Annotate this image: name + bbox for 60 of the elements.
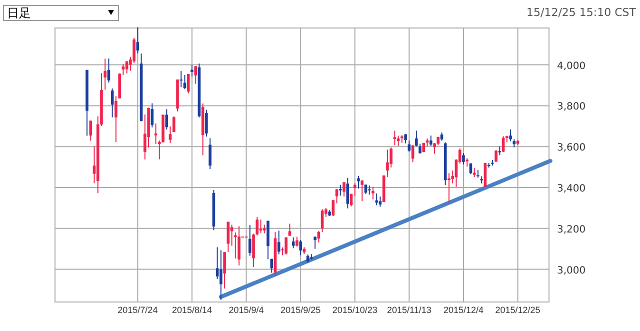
dropdown: 日足: [3, 5, 119, 21]
candlestick: [125, 60, 128, 74]
candlestick: [430, 135, 432, 146]
candlestick: [299, 240, 302, 256]
candlestick: [320, 208, 324, 233]
candlestick: [346, 177, 350, 209]
candlestick: [342, 182, 346, 197]
candlestick: [364, 184, 368, 195]
candlestick: [136, 26, 140, 54]
x-tick-label: 2015/8/14: [172, 305, 212, 315]
candlestick: [89, 120, 92, 142]
candlestick: [378, 196, 382, 208]
candlestick: [360, 180, 364, 202]
y-tick-label: 3,000: [557, 265, 586, 276]
y-tick-label: 3,400: [557, 183, 586, 194]
candlestick: [332, 200, 335, 216]
candlestick: [404, 133, 407, 144]
candlestick: [223, 252, 226, 290]
candlestick: [284, 236, 288, 256]
text: 15/12/25 15:10 CST: [526, 6, 636, 19]
x-tick-label: 2015/9/4: [228, 305, 264, 315]
candlestick: [154, 122, 158, 144]
candlestick: [194, 66, 197, 84]
candlestick: [220, 250, 222, 300]
y-tick-label: 3,600: [557, 142, 586, 154]
candlestick: [107, 58, 110, 84]
candlestick: [208, 138, 212, 170]
candlestick: [386, 149, 389, 178]
candlestick: [238, 226, 240, 266]
candlestick: [292, 236, 295, 249]
candlestick: [375, 192, 378, 206]
candlestick: [368, 184, 371, 196]
y-tick-label: 4,000: [557, 60, 586, 72]
candlestick: [357, 175, 360, 190]
candlestick: [314, 236, 316, 250]
x-tick-label: 2015/10/23: [332, 305, 378, 315]
candlestick: [509, 128, 512, 142]
candlestick: [205, 109, 208, 138]
candlestick: [296, 236, 298, 248]
candlestick: [335, 188, 338, 204]
y-tick-label: 3,800: [557, 102, 586, 113]
x-tick-label: 2015/12/25: [495, 305, 540, 315]
y-tick-label: 3,200: [557, 224, 586, 236]
x-tick-label: 2015/9/25: [280, 305, 321, 315]
x-tick-label: 2015/11/13: [386, 305, 432, 315]
candlestick: [353, 182, 356, 197]
x-tick-label: 2015/12/4: [443, 305, 484, 315]
candlestick: [190, 64, 194, 77]
candlestick: [230, 224, 234, 246]
candlestick: [339, 184, 342, 196]
candlestick: [180, 70, 183, 88]
candlestick: [462, 152, 465, 165]
candlestick: [259, 219, 262, 234]
candlestick: [248, 224, 252, 256]
x-tick-label: 2015/7/24: [118, 305, 158, 315]
candlestick: [277, 230, 280, 255]
candlestick: [393, 130, 396, 146]
candlestick: [372, 186, 374, 200]
candlestick: [186, 74, 190, 94]
candlestick: [165, 108, 168, 130]
